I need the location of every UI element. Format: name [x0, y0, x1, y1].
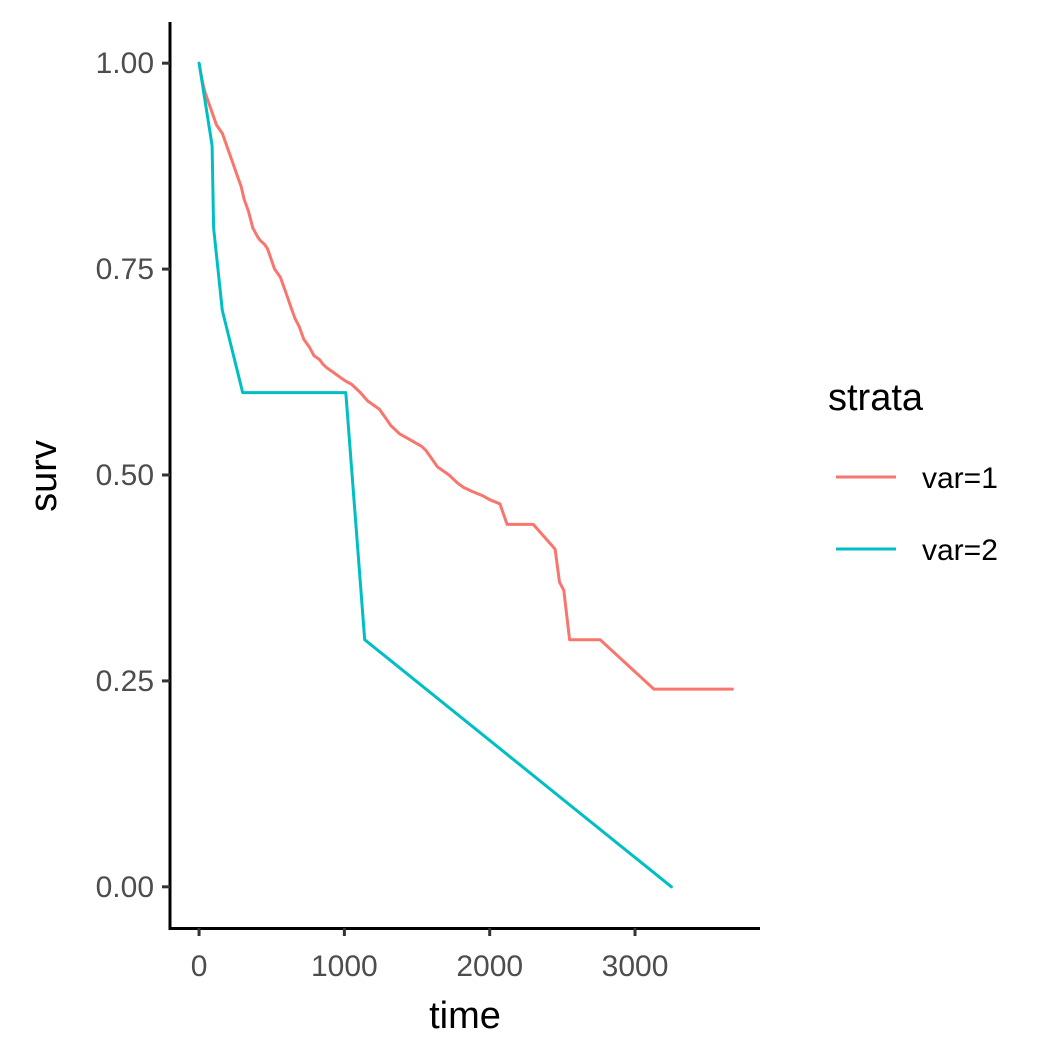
y-tick-label: 0.25: [96, 665, 154, 698]
x-tick-label: 0: [191, 950, 208, 983]
y-tick-label: 0.75: [96, 253, 154, 286]
series-line-2: [197, 61, 673, 889]
y-tick-label: 0.00: [96, 871, 154, 904]
series-line-1: [197, 61, 734, 691]
x-axis-title: time: [429, 995, 501, 1037]
series-layer: [197, 61, 734, 889]
legend-label-1: var=1: [922, 462, 998, 495]
y-tick-label: 0.50: [96, 459, 154, 492]
y-ticks: 0.00 0.25 0.50 0.75 1.00: [96, 47, 170, 904]
x-ticks: 0 1000 2000 3000: [191, 928, 669, 983]
legend-title: strata: [828, 377, 924, 419]
legend-label-2: var=2: [922, 534, 998, 567]
y-axis-title: surv: [23, 440, 65, 512]
x-tick-label: 1000: [311, 950, 378, 983]
x-tick-label: 2000: [456, 950, 523, 983]
x-tick-label: 3000: [602, 950, 669, 983]
legend: strata var=1 var=2: [828, 377, 998, 567]
y-tick-label: 1.00: [96, 47, 154, 80]
legend-items: var=1 var=2: [836, 462, 998, 567]
